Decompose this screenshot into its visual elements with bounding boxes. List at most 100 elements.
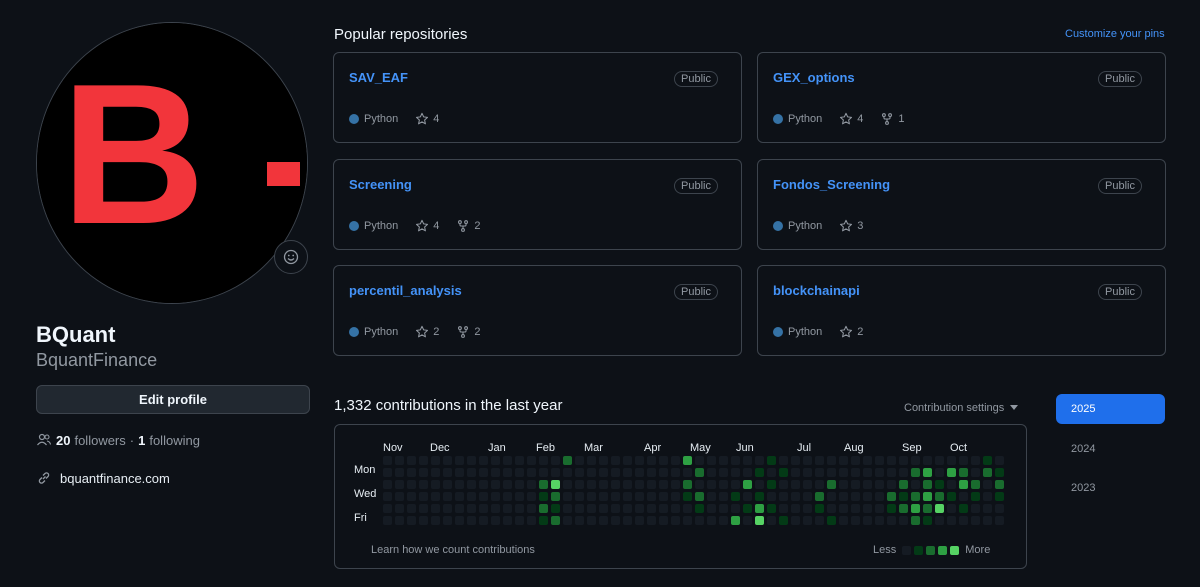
contribution-day[interactable] <box>863 504 872 513</box>
contribution-day[interactable] <box>575 516 584 525</box>
year-button-2023[interactable]: 2023 <box>1071 482 1096 494</box>
contribution-day[interactable] <box>887 516 896 525</box>
contribution-day[interactable] <box>635 504 644 513</box>
contribution-day[interactable] <box>911 516 920 525</box>
contribution-day[interactable] <box>407 480 416 489</box>
contribution-day[interactable] <box>863 516 872 525</box>
contribution-day[interactable] <box>515 516 524 525</box>
contribution-day[interactable] <box>947 480 956 489</box>
contribution-day[interactable] <box>995 480 1004 489</box>
contribution-day[interactable] <box>455 468 464 477</box>
contribution-day[interactable] <box>419 504 428 513</box>
contribution-day[interactable] <box>683 480 692 489</box>
contribution-day[interactable] <box>587 504 596 513</box>
contribution-day[interactable] <box>671 480 680 489</box>
contribution-day[interactable] <box>599 504 608 513</box>
contribution-day[interactable] <box>851 516 860 525</box>
contribution-day[interactable] <box>419 468 428 477</box>
contribution-day[interactable] <box>707 480 716 489</box>
contribution-day[interactable] <box>743 468 752 477</box>
stars-link[interactable]: 4 <box>415 219 439 233</box>
contribution-day[interactable] <box>455 480 464 489</box>
contribution-day[interactable] <box>947 492 956 501</box>
repo-name-link[interactable]: Fondos_Screening <box>773 177 891 192</box>
contribution-day[interactable] <box>395 516 404 525</box>
contribution-day[interactable] <box>539 468 548 477</box>
contribution-day[interactable] <box>539 504 548 513</box>
contribution-day[interactable] <box>827 468 836 477</box>
contribution-day[interactable] <box>887 504 896 513</box>
contribution-day[interactable] <box>719 480 728 489</box>
contribution-day[interactable] <box>995 516 1004 525</box>
contribution-day[interactable] <box>839 504 848 513</box>
contribution-day[interactable] <box>923 504 932 513</box>
contribution-day[interactable] <box>479 468 488 477</box>
contribution-day[interactable] <box>479 516 488 525</box>
contribution-day[interactable] <box>767 492 776 501</box>
contribution-day[interactable] <box>803 516 812 525</box>
contribution-day[interactable] <box>959 492 968 501</box>
stars-link[interactable]: 3 <box>839 219 863 233</box>
contribution-day[interactable] <box>515 468 524 477</box>
contribution-day[interactable] <box>791 468 800 477</box>
contribution-day[interactable] <box>515 456 524 465</box>
contribution-day[interactable] <box>431 492 440 501</box>
contribution-day[interactable] <box>935 456 944 465</box>
contribution-day[interactable] <box>395 504 404 513</box>
contribution-day[interactable] <box>527 504 536 513</box>
stars-link[interactable]: 4 <box>839 112 863 126</box>
contribution-day[interactable] <box>803 504 812 513</box>
contribution-day[interactable] <box>923 468 932 477</box>
contribution-day[interactable] <box>983 516 992 525</box>
contribution-day[interactable] <box>923 480 932 489</box>
contribution-day[interactable] <box>491 504 500 513</box>
contribution-day[interactable] <box>971 456 980 465</box>
contribution-day[interactable] <box>815 516 824 525</box>
contribution-day[interactable] <box>755 504 764 513</box>
contribution-day[interactable] <box>623 468 632 477</box>
contribution-day[interactable] <box>503 456 512 465</box>
contribution-day[interactable] <box>827 456 836 465</box>
contribution-day[interactable] <box>671 516 680 525</box>
contribution-day[interactable] <box>671 492 680 501</box>
contribution-day[interactable] <box>995 456 1004 465</box>
contribution-day[interactable] <box>395 456 404 465</box>
contribution-day[interactable] <box>875 468 884 477</box>
contribution-day[interactable] <box>923 516 932 525</box>
contribution-day[interactable] <box>731 504 740 513</box>
contribution-day[interactable] <box>647 516 656 525</box>
contribution-day[interactable] <box>623 516 632 525</box>
contribution-day[interactable] <box>419 456 428 465</box>
contribution-day[interactable] <box>479 456 488 465</box>
contribution-day[interactable] <box>479 480 488 489</box>
contribution-day[interactable] <box>935 468 944 477</box>
contribution-day[interactable] <box>623 504 632 513</box>
contribution-day[interactable] <box>659 504 668 513</box>
contribution-day[interactable] <box>983 468 992 477</box>
contribution-day[interactable] <box>815 468 824 477</box>
contribution-day[interactable] <box>587 480 596 489</box>
contribution-day[interactable] <box>395 480 404 489</box>
contribution-day[interactable] <box>467 468 476 477</box>
contribution-day[interactable] <box>899 468 908 477</box>
contribution-day[interactable] <box>443 480 452 489</box>
contribution-day[interactable] <box>623 492 632 501</box>
contribution-day[interactable] <box>887 468 896 477</box>
contribution-day[interactable] <box>503 480 512 489</box>
contribution-day[interactable] <box>671 468 680 477</box>
contribution-day[interactable] <box>431 456 440 465</box>
contribution-day[interactable] <box>839 468 848 477</box>
contribution-day[interactable] <box>995 492 1004 501</box>
contribution-day[interactable] <box>683 504 692 513</box>
contribution-day[interactable] <box>611 492 620 501</box>
contribution-day[interactable] <box>803 456 812 465</box>
contribution-day[interactable] <box>503 468 512 477</box>
stars-link[interactable]: 4 <box>415 112 439 126</box>
contribution-day[interactable] <box>923 456 932 465</box>
contribution-day[interactable] <box>839 456 848 465</box>
contribution-day[interactable] <box>527 516 536 525</box>
contribution-day[interactable] <box>647 456 656 465</box>
contribution-day[interactable] <box>515 504 524 513</box>
contribution-day[interactable] <box>779 456 788 465</box>
contribution-day[interactable] <box>875 504 884 513</box>
